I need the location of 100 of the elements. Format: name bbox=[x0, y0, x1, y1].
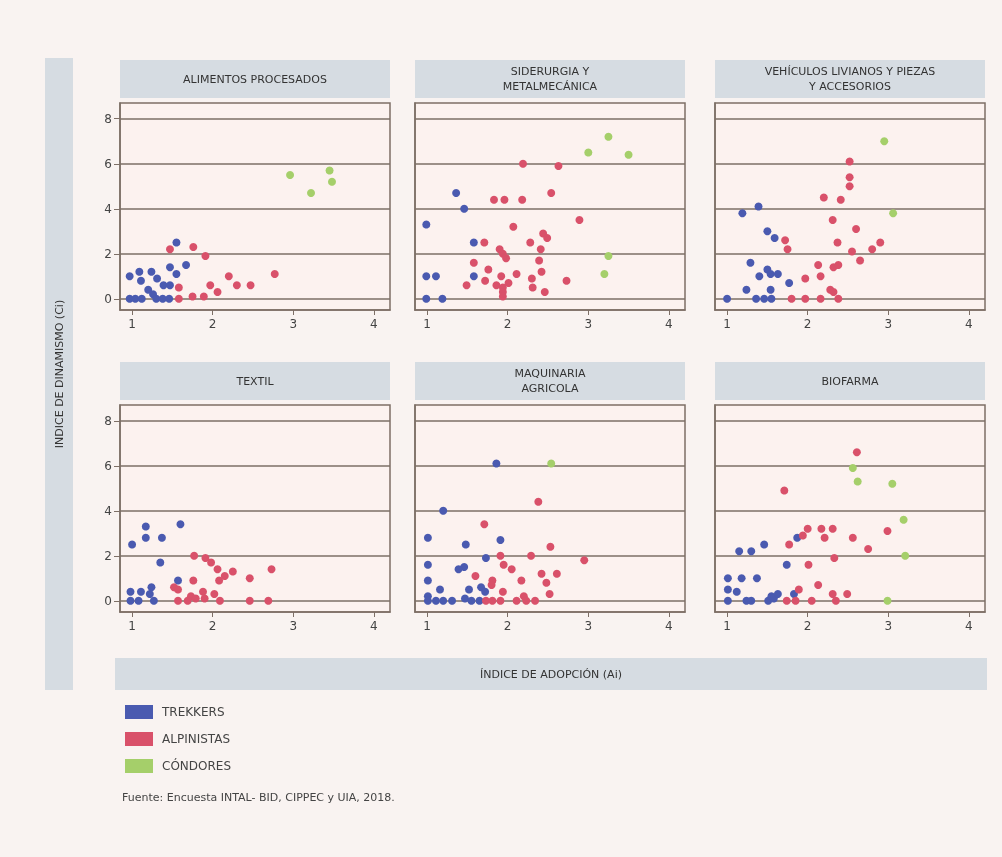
point bbox=[471, 572, 480, 580]
point bbox=[783, 245, 792, 254]
point bbox=[267, 565, 276, 574]
point bbox=[325, 166, 334, 175]
point bbox=[542, 578, 551, 587]
y-tick-label: 2 bbox=[104, 246, 112, 261]
point bbox=[853, 477, 862, 486]
point bbox=[760, 540, 769, 549]
point bbox=[307, 189, 316, 197]
point bbox=[580, 556, 589, 565]
point bbox=[834, 261, 843, 269]
point bbox=[165, 294, 174, 303]
x-tick-label: 3 bbox=[884, 619, 893, 633]
point bbox=[481, 587, 490, 596]
point bbox=[157, 533, 166, 542]
point bbox=[190, 551, 199, 560]
point bbox=[883, 596, 892, 605]
point bbox=[546, 542, 555, 551]
point bbox=[481, 554, 490, 562]
chart-title: TEXTIL bbox=[235, 374, 275, 388]
point bbox=[723, 574, 732, 583]
point bbox=[828, 524, 837, 533]
point bbox=[435, 585, 444, 594]
point bbox=[738, 209, 747, 218]
point bbox=[499, 560, 508, 569]
point bbox=[327, 177, 336, 186]
point bbox=[189, 243, 198, 251]
point bbox=[787, 294, 796, 303]
x-tick-label: 3 bbox=[289, 317, 298, 331]
point bbox=[172, 270, 181, 278]
point bbox=[504, 279, 513, 287]
x-tick-label: 4 bbox=[370, 317, 378, 331]
point bbox=[801, 274, 810, 283]
point bbox=[888, 479, 897, 488]
x-tick-label: 2 bbox=[208, 619, 217, 633]
point bbox=[215, 576, 224, 585]
point bbox=[552, 569, 561, 578]
point bbox=[816, 272, 825, 281]
point bbox=[737, 574, 746, 583]
point bbox=[773, 270, 782, 278]
point bbox=[828, 590, 837, 598]
x-tick-label: 4 bbox=[370, 619, 378, 633]
point bbox=[454, 565, 463, 574]
point bbox=[843, 590, 852, 598]
y-tick-label: 4 bbox=[104, 201, 112, 216]
point bbox=[547, 459, 556, 468]
point bbox=[500, 195, 509, 204]
point bbox=[754, 202, 763, 211]
point bbox=[845, 157, 854, 166]
point bbox=[126, 596, 135, 605]
point bbox=[145, 590, 154, 598]
x-tick-label: 3 bbox=[584, 317, 593, 331]
point bbox=[723, 585, 732, 594]
point bbox=[509, 222, 518, 231]
point bbox=[901, 551, 910, 560]
point bbox=[848, 464, 857, 472]
point bbox=[868, 245, 877, 254]
point bbox=[165, 281, 174, 290]
point bbox=[723, 294, 732, 303]
point bbox=[182, 261, 191, 269]
point bbox=[852, 225, 861, 233]
point bbox=[502, 254, 511, 263]
point bbox=[820, 533, 829, 542]
point bbox=[801, 294, 810, 303]
point bbox=[206, 281, 215, 290]
point bbox=[785, 540, 794, 549]
point bbox=[469, 258, 478, 267]
point bbox=[528, 283, 537, 292]
y-tick-label: 8 bbox=[104, 413, 112, 428]
point bbox=[732, 587, 741, 596]
point bbox=[201, 554, 210, 562]
point bbox=[174, 283, 183, 292]
point bbox=[489, 195, 498, 204]
chart-title: BIOFARMA bbox=[821, 374, 879, 388]
point bbox=[828, 216, 837, 224]
point bbox=[624, 150, 633, 159]
chart-title: MAQUINARIA AGRICOLA bbox=[514, 367, 586, 395]
point bbox=[791, 596, 800, 605]
x-axis-title: ÍNDICE DE ADOPCIÓN (Ai) bbox=[480, 667, 622, 681]
point bbox=[147, 267, 156, 276]
point bbox=[752, 574, 761, 583]
point bbox=[517, 576, 526, 585]
point bbox=[880, 137, 889, 146]
point bbox=[883, 527, 892, 535]
x-tick-label: 1 bbox=[423, 619, 431, 633]
point bbox=[519, 159, 527, 168]
point bbox=[213, 288, 222, 296]
point bbox=[747, 547, 756, 556]
point bbox=[141, 533, 150, 542]
point bbox=[215, 596, 224, 605]
point bbox=[562, 276, 571, 285]
point bbox=[534, 497, 543, 506]
point bbox=[484, 265, 493, 274]
x-tick-label: 2 bbox=[208, 317, 217, 331]
x-tick-label: 4 bbox=[665, 317, 673, 331]
point bbox=[286, 171, 295, 179]
point bbox=[174, 576, 183, 585]
point bbox=[134, 596, 143, 605]
legend-label: TREKKERS bbox=[161, 705, 225, 719]
point bbox=[165, 245, 174, 254]
